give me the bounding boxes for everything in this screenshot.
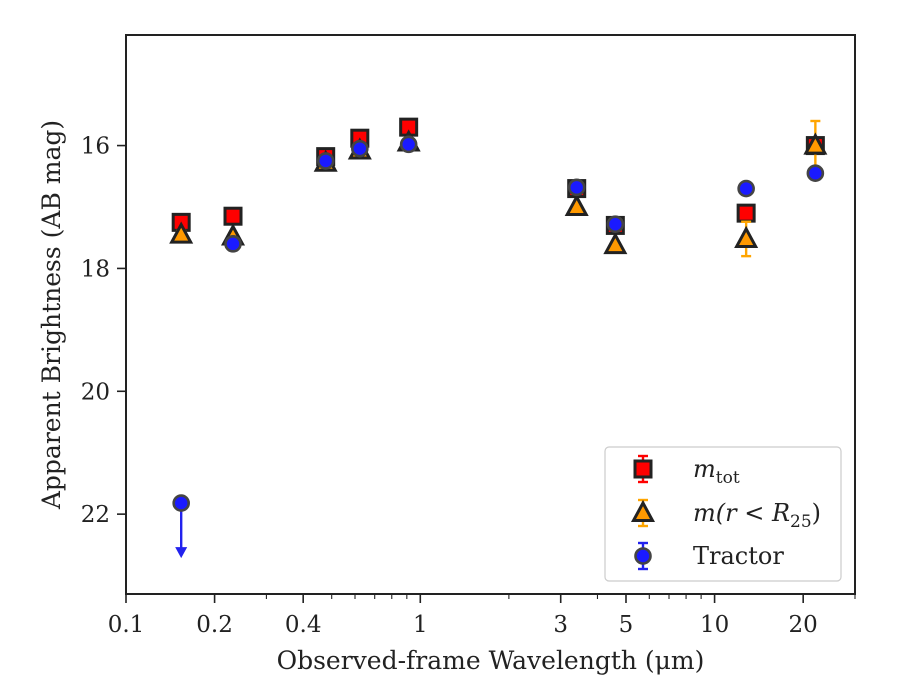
data-point [224, 235, 242, 253]
legend-entry: m(r < R25) [630, 498, 821, 532]
x-tick-label: 5 [619, 612, 634, 638]
data-point [564, 193, 589, 216]
series-square [171, 117, 825, 235]
data-point [734, 225, 759, 248]
y-tick-label: 18 [81, 256, 110, 282]
y-tick-label: 20 [81, 379, 110, 405]
legend-marker [633, 459, 653, 479]
legend-label: Tractor [693, 542, 784, 570]
data-point [316, 152, 335, 170]
y-tick-label: 22 [81, 502, 110, 528]
data-marks [169, 117, 828, 559]
data-point [172, 494, 190, 512]
legend-entry: mtot [633, 454, 740, 488]
data-point [223, 206, 243, 226]
data-point [737, 179, 755, 198]
x-axis: 0.1 0.2 0.4 1 3 5 10 20 [108, 594, 856, 638]
series-circle [172, 135, 825, 559]
legend-marker [630, 499, 656, 522]
data-point [351, 139, 369, 158]
legend-label: m(r < R25) [693, 499, 821, 532]
x-tick-label: 0.2 [196, 612, 233, 638]
data-point [606, 215, 625, 233]
legend-box [604, 446, 842, 582]
data-point [736, 203, 756, 223]
data-point [399, 135, 418, 154]
legend-marker [634, 547, 652, 565]
x-tick-label: 10 [700, 612, 729, 638]
legend: mtot m(r < R25) Tractor [604, 446, 842, 582]
plot-frame [125, 34, 856, 595]
data-point [169, 221, 194, 244]
y-axis: 16 18 20 22 [81, 134, 126, 528]
x-axis-label: Observed-frame Wavelength (μm) [277, 646, 705, 675]
data-point [603, 231, 628, 255]
x-tick-label: 3 [553, 612, 568, 638]
y-axis-label: Apparent Brightness (AB mag) [37, 120, 66, 510]
series-triangle [169, 119, 828, 258]
x-tick-label: 0.1 [108, 612, 145, 638]
legend-entry: Tractor [634, 541, 784, 571]
data-point [803, 132, 828, 155]
x-tick-label: 0.4 [285, 612, 322, 638]
legend-label: mtot [693, 455, 740, 488]
plot-border [125, 34, 856, 595]
data-point [567, 178, 586, 197]
data-point [806, 164, 825, 183]
upper-limit-arrowhead [175, 547, 188, 559]
y-tick-label: 16 [81, 134, 110, 160]
x-tick-label: 20 [789, 612, 818, 638]
x-tick-label: 1 [413, 612, 428, 638]
